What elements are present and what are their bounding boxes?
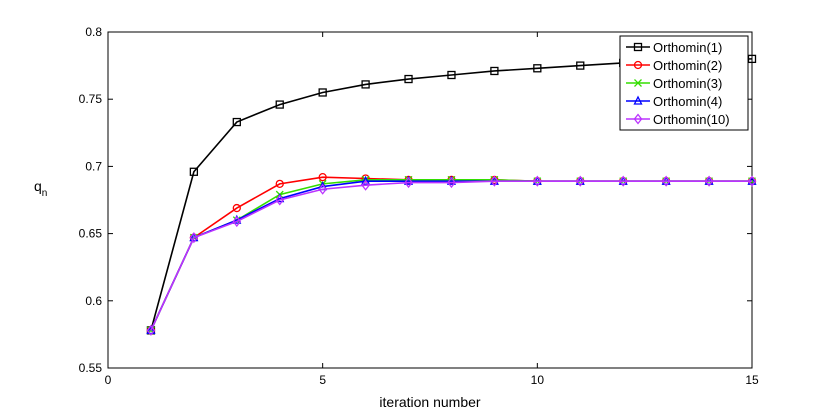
data-point [575, 175, 585, 187]
legend-label: Orthomin(2) [653, 58, 722, 73]
data-point [634, 79, 642, 87]
x-tick-label: 10 [531, 373, 545, 387]
data-point [318, 173, 327, 182]
data-point [633, 60, 643, 70]
data-point [318, 183, 327, 195]
legend-item: Orthomin(10) [626, 112, 730, 127]
legend-item: Orthomin(3) [626, 76, 722, 91]
data-point [275, 100, 284, 109]
data-point [533, 64, 542, 73]
data-point [633, 42, 643, 52]
data-point [576, 61, 585, 70]
y-axis-label: qn [34, 178, 47, 199]
y-tick-label: 0.7 [85, 159, 102, 173]
legend: Orthomin(1) Orthomin(2) Orthomin(3) Orthomi… [619, 35, 749, 131]
legend-label: Orthomin(10) [653, 112, 730, 127]
y-tick-label: 0.55 [79, 361, 103, 375]
data-point [189, 167, 199, 176]
data-point [404, 176, 413, 189]
y-axis-label-main: q [34, 178, 42, 194]
data-point [232, 117, 241, 127]
data-point [275, 179, 284, 189]
data-point [146, 324, 156, 336]
series-line [150, 180, 752, 331]
data-point [704, 175, 714, 187]
data-point [661, 175, 671, 187]
data-point [447, 70, 456, 80]
data-point [275, 194, 285, 206]
data-point [533, 175, 542, 187]
data-point [189, 232, 199, 244]
y-tick-label: 0.6 [85, 294, 102, 308]
data-point [618, 175, 628, 187]
data-point [146, 324, 156, 335]
data-point [747, 175, 757, 187]
data-point [361, 80, 370, 89]
data-point [633, 95, 643, 105]
data-point [318, 88, 327, 97]
y-tick-label: 0.8 [85, 25, 102, 39]
data-point [490, 175, 499, 187]
x-tick-label: 0 [105, 373, 112, 387]
y-tick-label: 0.75 [79, 92, 103, 106]
data-point [490, 66, 499, 76]
series-orthomin-10 [146, 175, 757, 336]
legend-item: Orthomin(4) [626, 94, 722, 109]
y-axis: 0.55 0.6 0.65 0.7 0.75 0.8 [79, 25, 752, 375]
legend-item: Orthomin(1) [626, 40, 722, 55]
data-point [447, 176, 456, 189]
y-tick-label: 0.65 [79, 227, 103, 241]
data-point [361, 179, 370, 191]
legend-label: Orthomin(1) [653, 40, 722, 55]
data-point [232, 203, 241, 213]
legend-label: Orthomin(4) [653, 94, 722, 109]
legend-label: Orthomin(3) [653, 76, 722, 91]
x-tick-label: 5 [319, 373, 326, 387]
y-axis-label-subscript: n [42, 188, 48, 199]
legend-item: Orthomin(2) [626, 58, 722, 73]
data-point [361, 174, 370, 183]
x-tick-label: 15 [745, 373, 759, 387]
x-axis-label: iteration number [379, 394, 481, 410]
data-point [633, 113, 643, 125]
data-point [232, 215, 242, 228]
series-layer [146, 54, 757, 336]
x-axis: 0 5 10 15 [105, 32, 759, 387]
data-point [361, 175, 371, 185]
data-point [404, 74, 413, 84]
